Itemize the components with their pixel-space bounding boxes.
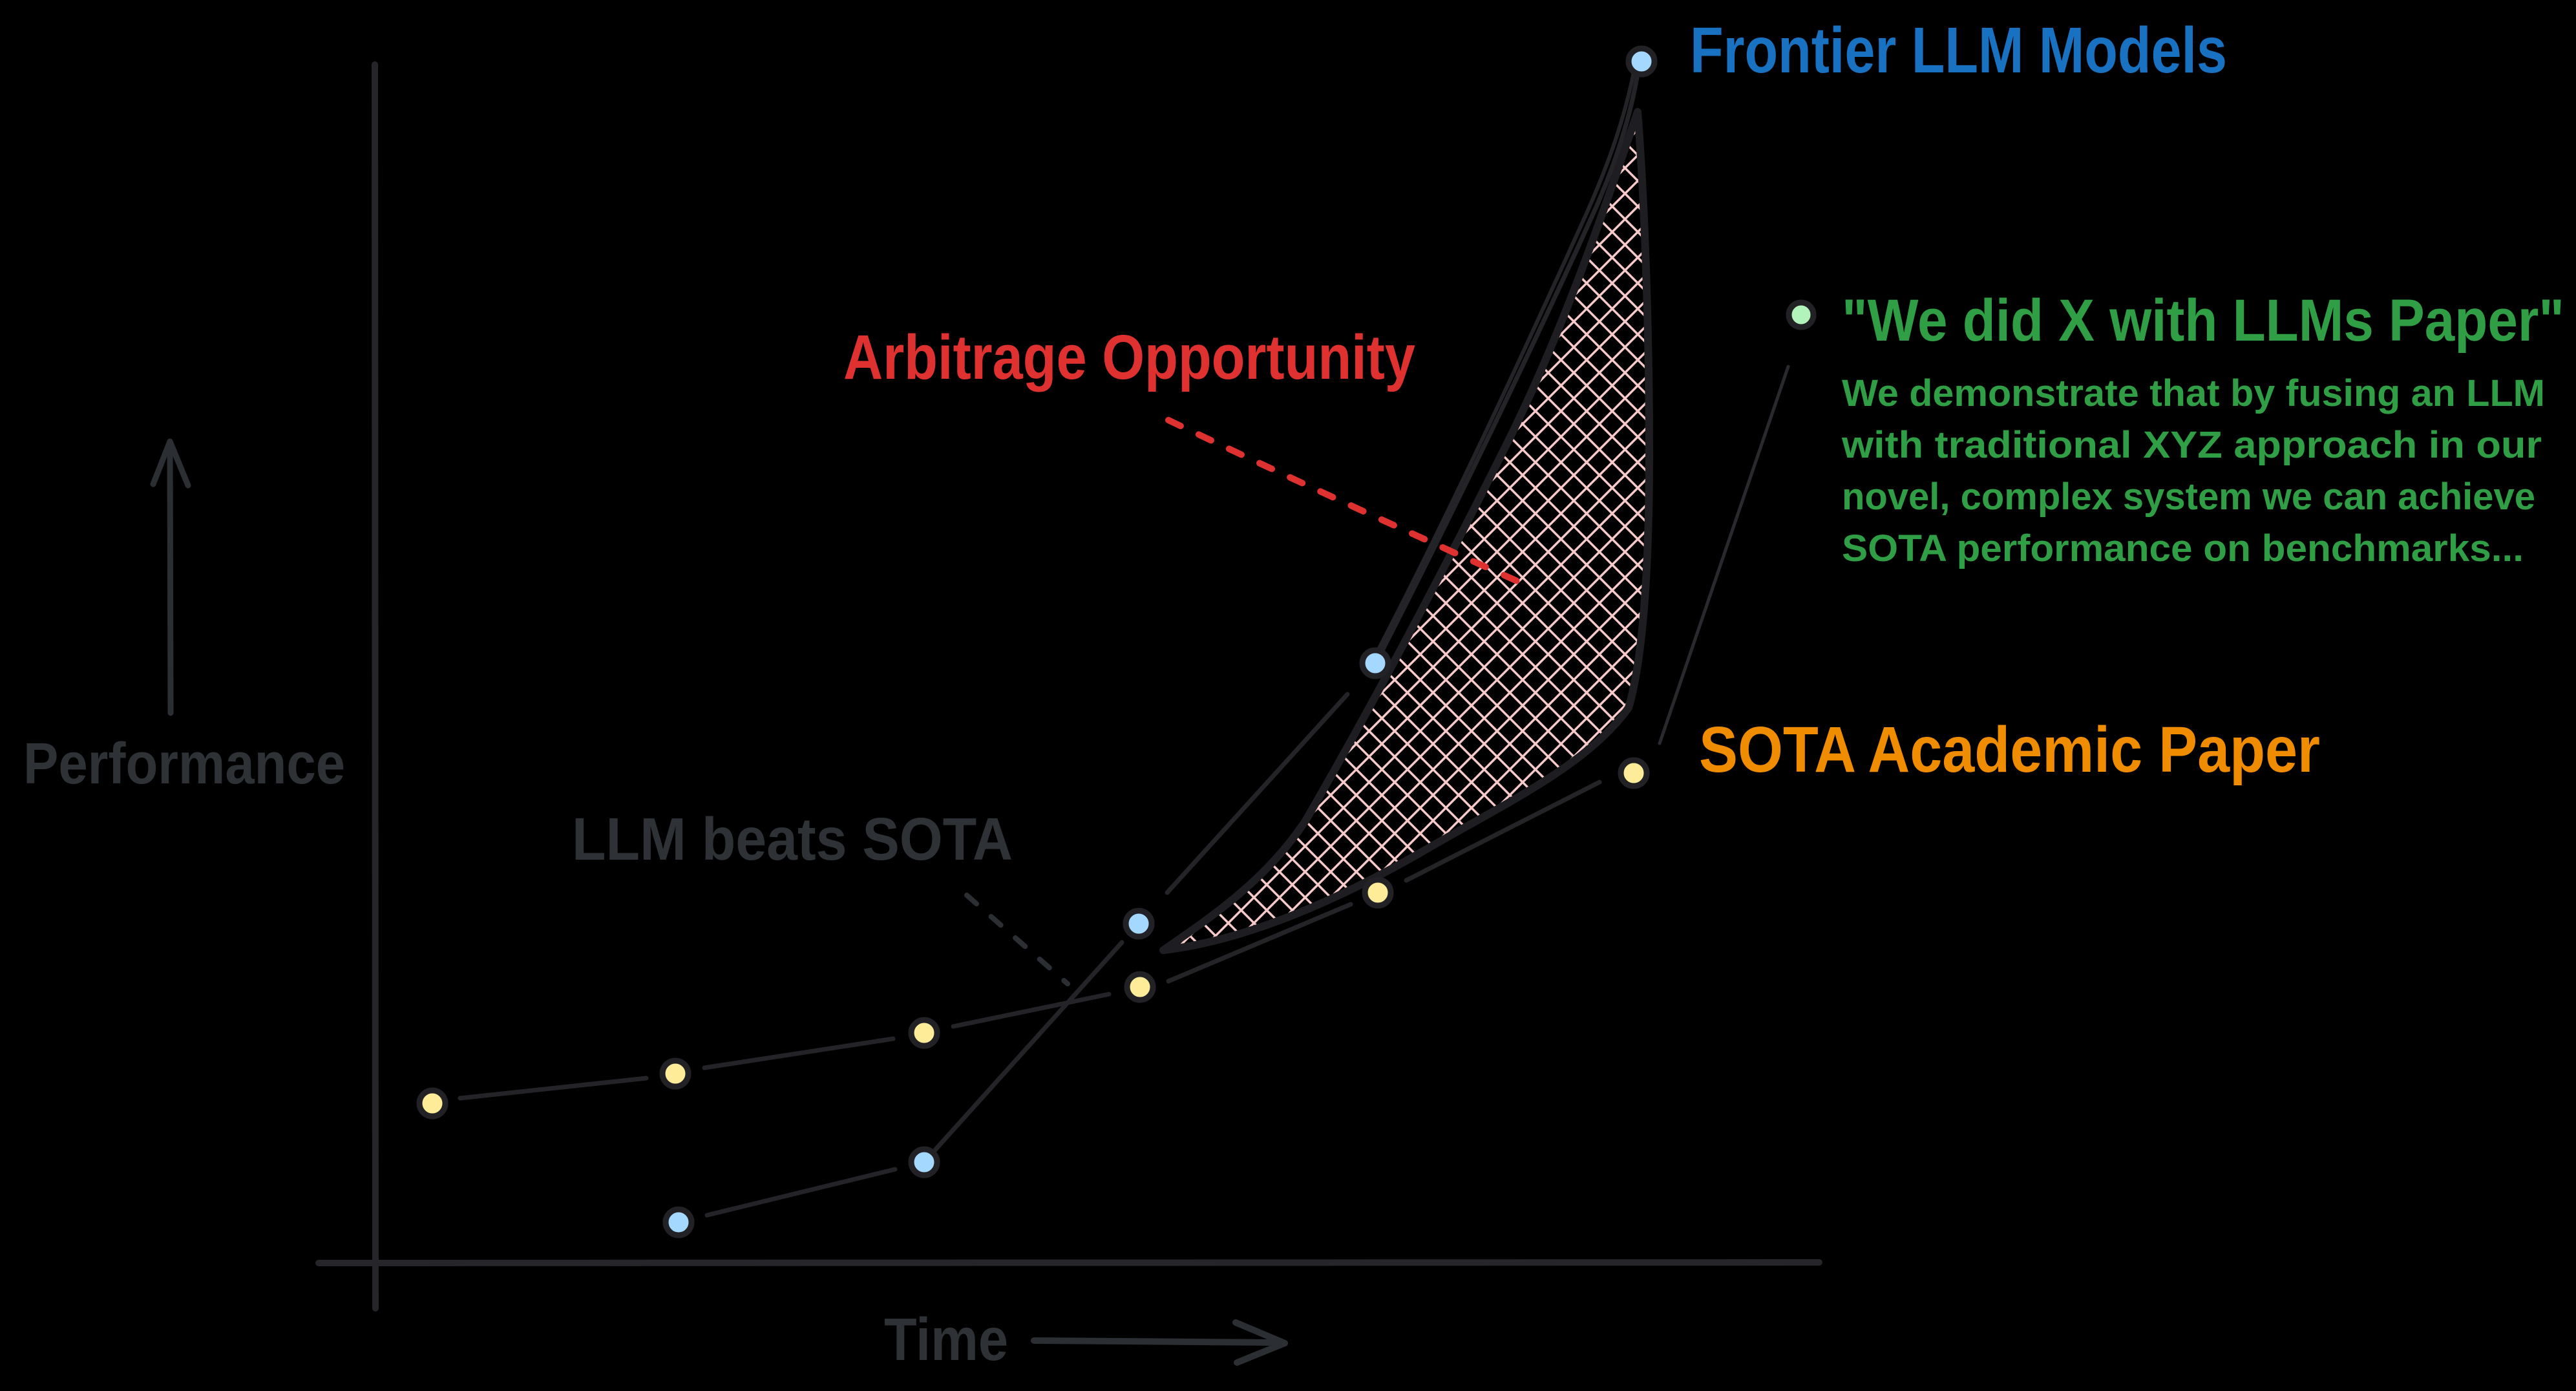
svg-text:"We did X with LLMs Paper": "We did X with LLMs Paper": [1842, 288, 2564, 354]
svg-text:We demonstrate that by fusing: We demonstrate that by fusing an LLM: [1842, 372, 2545, 414]
svg-text:Time: Time: [884, 1306, 1008, 1373]
svg-text:Frontier LLM Models: Frontier LLM Models: [1690, 14, 2227, 87]
svg-text:with traditional XYZ approach: with traditional XYZ approach in our: [1841, 424, 2542, 466]
svg-text:Arbitrage Opportunity: Arbitrage Opportunity: [843, 322, 1415, 392]
svg-text:Performance: Performance: [23, 732, 345, 796]
svg-text:SOTA performance on benchmarks: SOTA performance on benchmarks...: [1842, 527, 2524, 569]
svg-text:novel, complex system we can a: novel, complex system we can achieve: [1842, 476, 2535, 518]
svg-text:SOTA Academic Paper: SOTA Academic Paper: [1699, 714, 2320, 786]
svg-text:LLM beats SOTA: LLM beats SOTA: [572, 805, 1013, 873]
